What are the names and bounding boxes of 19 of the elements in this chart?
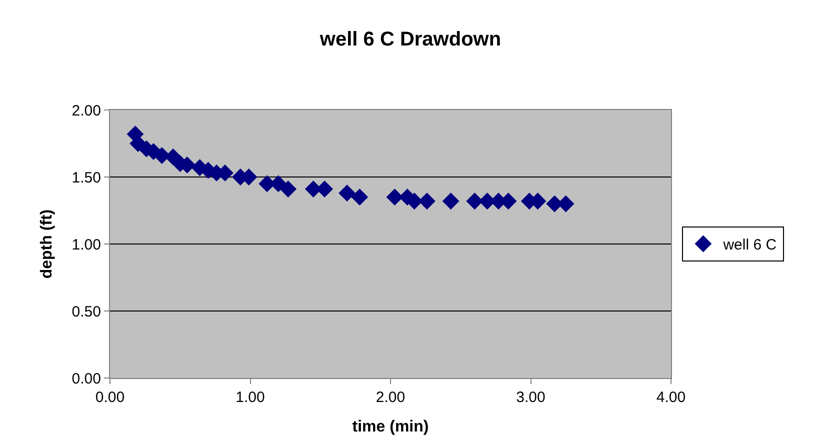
point	[351, 188, 368, 206]
x-tick-label: 4.00	[656, 389, 686, 406]
chart-title: well 6 C Drawdown	[318, 28, 502, 50]
y-tick-label: 1.50	[72, 169, 101, 186]
x-tick-label: 1.00	[236, 389, 265, 406]
legend-label: well 6 C	[722, 236, 777, 254]
y-axis-title: depth (ft)	[38, 209, 56, 279]
point	[418, 192, 436, 210]
point	[442, 192, 460, 210]
x-axis-title: time (min)	[352, 418, 429, 436]
y-tick-label: 0.00	[72, 370, 101, 388]
point	[338, 184, 356, 202]
x-tick-label: 0.00	[95, 389, 125, 406]
y-tick-label: 1.00	[72, 236, 101, 254]
x-tick-label: 2.00	[376, 389, 406, 406]
point	[280, 180, 297, 198]
y-tick-label: 2.00	[72, 102, 101, 120]
y-tick-label: 0.50	[72, 303, 101, 320]
x-tick-label: 3.00	[516, 389, 546, 406]
